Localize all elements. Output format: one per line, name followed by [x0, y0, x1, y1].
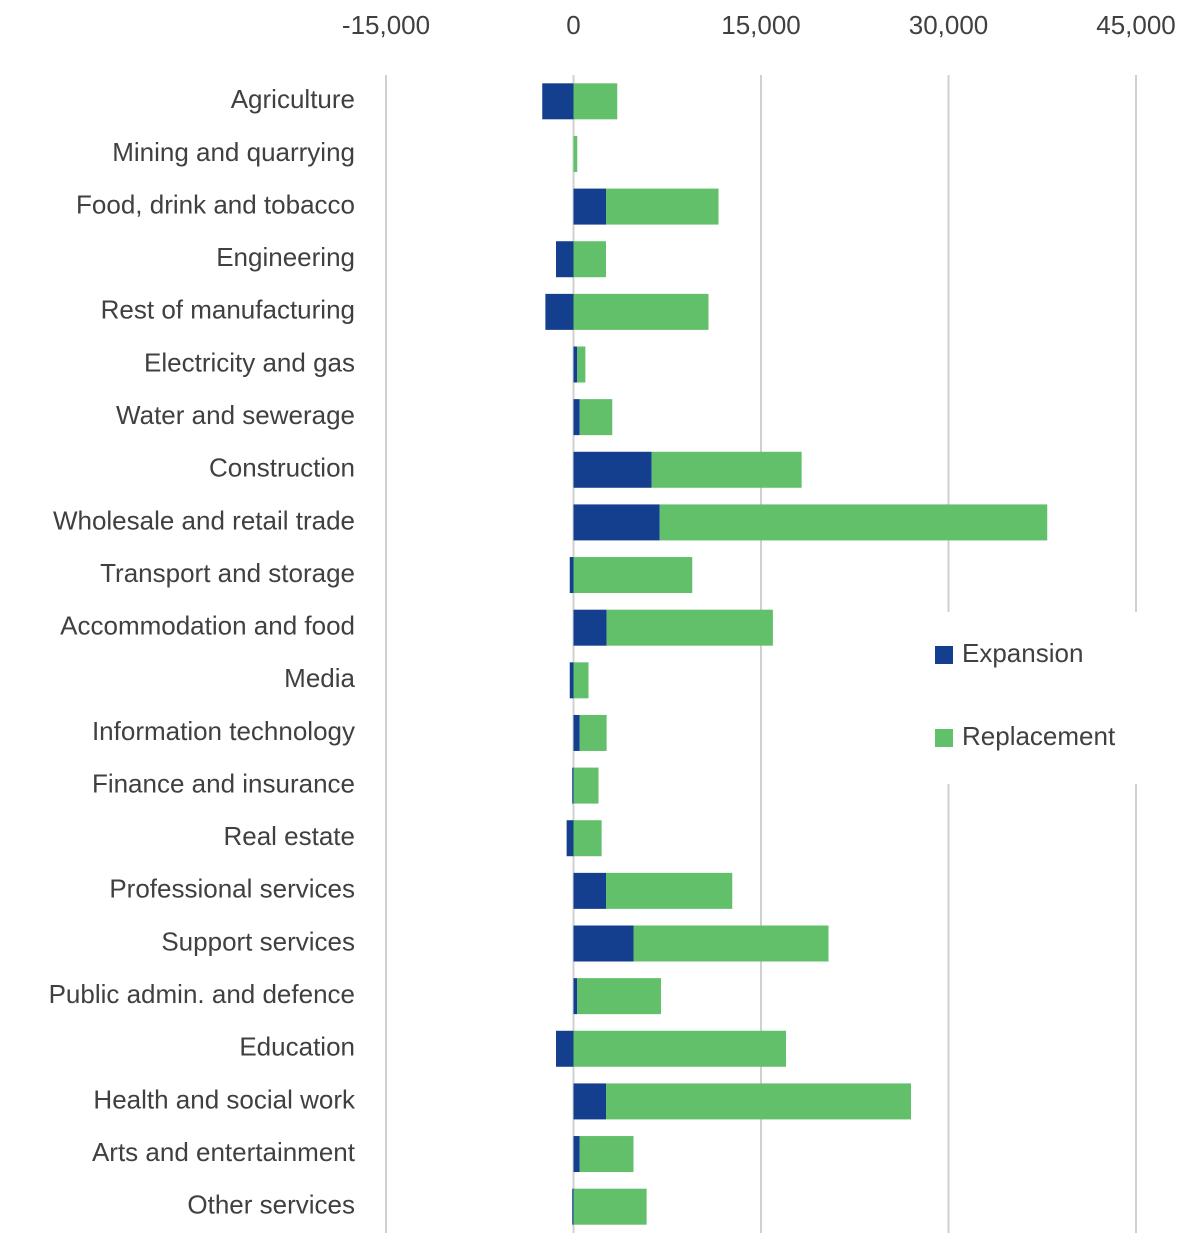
bar: [573, 662, 589, 699]
bar: [573, 399, 580, 436]
bar: [573, 557, 693, 594]
legend-swatch: [935, 729, 953, 747]
legend-label: Expansion: [962, 638, 1083, 668]
bar: [545, 293, 574, 330]
bar: [573, 188, 606, 225]
legend-bg: [925, 612, 1165, 784]
bar: [573, 767, 599, 804]
y-tick-label: Information technology: [92, 716, 355, 746]
bar: [573, 1136, 580, 1173]
bar: [659, 504, 1048, 541]
y-tick-label: Arts and entertainment: [92, 1137, 356, 1167]
bar: [573, 83, 618, 120]
bar: [556, 1030, 574, 1067]
bar: [542, 83, 574, 120]
bar: [651, 451, 802, 488]
y-tick-label: Public admin. and defence: [49, 979, 355, 1009]
y-tick-label: Education: [239, 1032, 355, 1062]
legend-label: Replacement: [962, 721, 1116, 751]
bar: [573, 451, 652, 488]
y-tick-label: Other services: [187, 1190, 355, 1220]
y-tick-label: Water and sewerage: [116, 400, 355, 430]
y-tick-label: Construction: [209, 453, 355, 483]
y-tick-label: Engineering: [216, 242, 355, 272]
bar: [573, 241, 606, 278]
bar: [579, 399, 613, 436]
bar: [573, 504, 660, 541]
bar: [606, 1083, 911, 1120]
bar: [579, 714, 607, 751]
y-tick-label: Electricity and gas: [144, 347, 355, 377]
y-tick-label: Agriculture: [231, 84, 355, 114]
bar: [573, 135, 578, 172]
bar: [606, 872, 733, 909]
bar: [579, 1136, 634, 1173]
bar: [572, 1188, 574, 1225]
bar: [572, 767, 574, 804]
legend-swatch: [935, 646, 953, 664]
y-tick-label: Rest of manufacturing: [101, 295, 355, 325]
bar: [573, 1030, 786, 1067]
bar: [606, 188, 719, 225]
bar: [573, 978, 578, 1015]
bar: [573, 1083, 606, 1120]
y-tick-label: Health and social work: [93, 1084, 356, 1114]
y-tick-label: Accommodation and food: [60, 611, 355, 641]
bar: [573, 714, 580, 751]
bar: [573, 609, 607, 646]
y-tick-label: Media: [284, 663, 355, 693]
bar: [556, 241, 574, 278]
y-tick-label: Wholesale and retail trade: [53, 505, 355, 535]
x-tick-label: -15,000: [342, 10, 430, 40]
x-tick-label: 45,000: [1096, 10, 1176, 40]
bar: [577, 978, 661, 1015]
bar: [606, 609, 773, 646]
bar: [573, 1188, 647, 1225]
y-tick-label: Real estate: [223, 821, 355, 851]
bar: [573, 346, 578, 383]
bar: [573, 872, 606, 909]
bar: [577, 346, 586, 383]
y-tick-label: Transport and storage: [100, 558, 355, 588]
bar: [569, 557, 574, 594]
x-tick-label: 15,000: [721, 10, 801, 40]
y-tick-label: Food, drink and tobacco: [76, 189, 355, 219]
y-tick-label: Professional services: [109, 874, 355, 904]
x-tick-label: 0: [566, 10, 580, 40]
y-tick-label: Finance and insurance: [92, 768, 355, 798]
bar: [573, 820, 602, 857]
bar: [566, 820, 574, 857]
y-tick-label: Mining and quarrying: [112, 137, 355, 167]
bar: [573, 925, 634, 962]
bar: [569, 662, 574, 699]
bar: [573, 293, 709, 330]
bar: [633, 925, 829, 962]
x-tick-label: 30,000: [909, 10, 989, 40]
y-tick-label: Support services: [161, 926, 355, 956]
